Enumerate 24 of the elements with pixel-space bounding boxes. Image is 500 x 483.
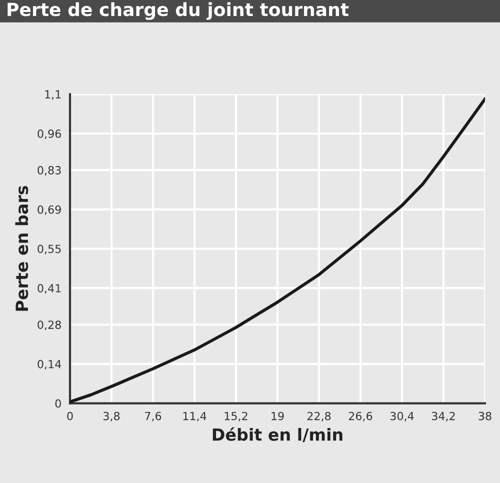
- x-tick-label: 7,6: [145, 412, 162, 422]
- x-tick-label: 0: [67, 412, 73, 420]
- x-tick-label: 15,2: [224, 412, 248, 422]
- x-tick-label: 34,2: [432, 412, 455, 422]
- x-tick-label: 3,8: [104, 412, 120, 422]
- y-tick-label: 0,83: [38, 166, 61, 176]
- y-tick-label: 0: [55, 399, 61, 408]
- y-tick-label: 0,55: [38, 244, 61, 254]
- chart-title: Perte de charge du joint tournant: [8, 2, 349, 20]
- x-tick-label: 11,4: [183, 412, 206, 422]
- y-tick-label: 0,69: [38, 205, 61, 215]
- y-axis-title: Perte en bars: [15, 186, 28, 311]
- x-tick-label: 26,6: [348, 412, 372, 422]
- y-tick-label: 1,1: [45, 90, 61, 100]
- y-tick-label: 0,14: [38, 360, 62, 370]
- y-tick-label: 0,28: [38, 320, 61, 330]
- x-tick-label: 38: [478, 412, 492, 420]
- x-tick-label: 30,4: [390, 412, 414, 422]
- x-axis-title: Débit en l/min: [212, 427, 342, 442]
- line-series: [70, 97, 485, 404]
- x-tick-label: 19: [272, 412, 284, 420]
- x-tick-label: 22,8: [307, 412, 331, 422]
- y-tick-label: 0,96: [38, 130, 61, 140]
- y-tick-label: 0,41: [38, 284, 61, 294]
